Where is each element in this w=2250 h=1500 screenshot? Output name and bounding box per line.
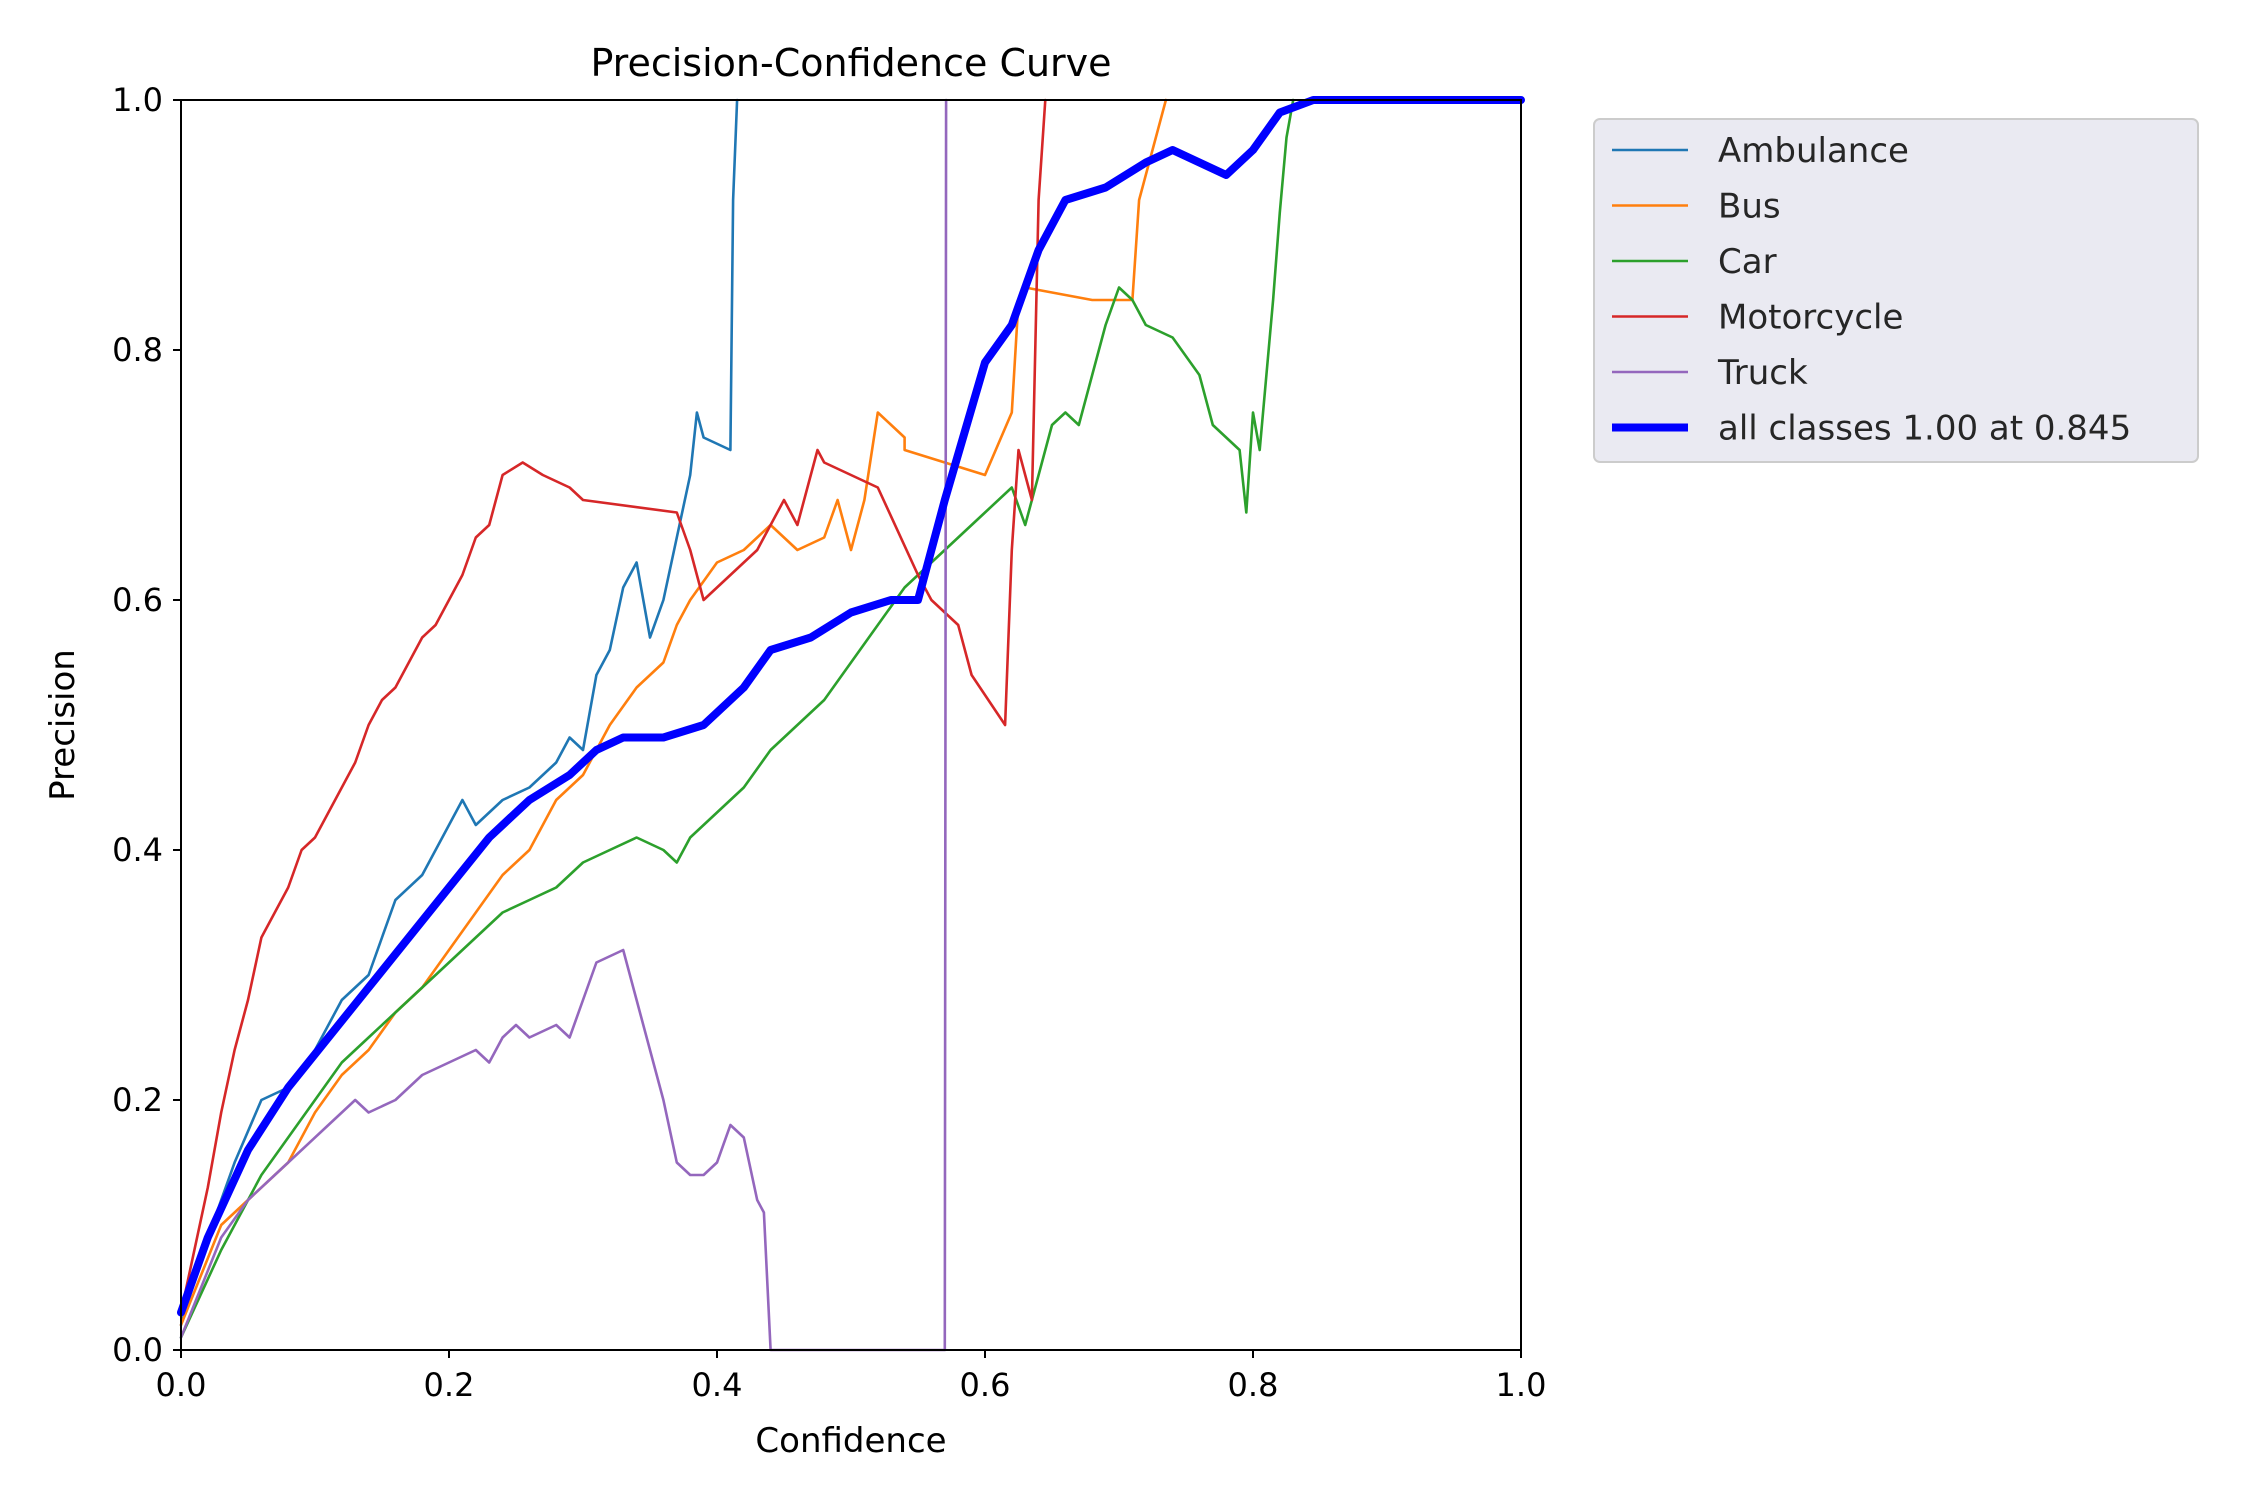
y-tick-label: 0.6 bbox=[112, 581, 163, 619]
y-tick-label: 0.8 bbox=[112, 331, 163, 369]
series-line-car bbox=[179, 98, 1295, 1339]
x-tick-label: 1.0 bbox=[1496, 1366, 1547, 1404]
legend-label: Bus bbox=[1718, 187, 1781, 227]
x-tick-label: 0.8 bbox=[1228, 1366, 1279, 1404]
y-tick-label: 0.2 bbox=[112, 1081, 163, 1119]
x-tick-label: 0.2 bbox=[424, 1366, 475, 1404]
legend-label: all classes 1.00 at 0.845 bbox=[1718, 409, 2131, 449]
y-axis: 0.0 0.2 0.4 0.6 0.8 1.0 bbox=[112, 81, 181, 1369]
legend: Ambulance Bus Car Motorcycle Truck all classe… bbox=[1593, 118, 2199, 463]
x-tick-label: 0.6 bbox=[960, 1366, 1011, 1404]
x-axis: 0.0 0.2 0.4 0.6 0.8 1.0 bbox=[156, 1350, 1547, 1404]
series-line-bus bbox=[179, 98, 1168, 1327]
plot-frame bbox=[180, 99, 1522, 1351]
series-layer bbox=[177, 96, 1525, 1352]
x-axis-title: Confidence bbox=[755, 1421, 946, 1461]
legend-items: Ambulance Bus Car Motorcycle Truck all classe… bbox=[1612, 131, 2131, 449]
legend-label: Car bbox=[1718, 242, 1777, 282]
x-tick-label: 0.0 bbox=[156, 1366, 207, 1404]
legend-box bbox=[1593, 118, 2199, 463]
series-line-all-classes-1-00-at-0-845 bbox=[177, 96, 1525, 1317]
y-tick-label: 1.0 bbox=[112, 81, 163, 119]
y-tick-label: 0.4 bbox=[112, 831, 163, 869]
series-line-motorcycle bbox=[179, 98, 1047, 1314]
series-line-ambulance bbox=[179, 98, 739, 1327]
legend-label: Ambulance bbox=[1718, 131, 1909, 171]
y-tick-label: 0.0 bbox=[112, 1331, 163, 1369]
series-line-truck bbox=[179, 98, 948, 1352]
legend-label: Truck bbox=[1717, 353, 1808, 393]
legend-label: Motorcycle bbox=[1718, 298, 1903, 338]
chart-title: Precision-Confidence Curve bbox=[590, 41, 1111, 85]
x-tick-label: 0.4 bbox=[692, 1366, 743, 1404]
y-axis-title: Precision bbox=[43, 649, 83, 801]
